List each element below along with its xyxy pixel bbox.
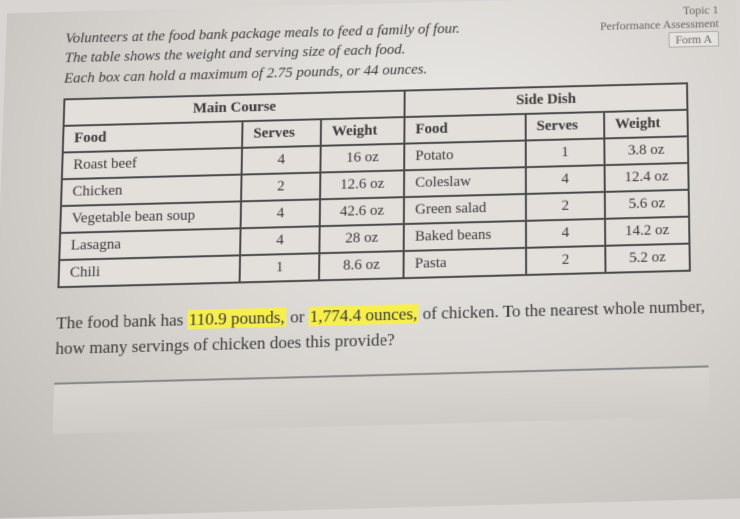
cell-food: Chili bbox=[58, 255, 240, 287]
cell-serves: 1 bbox=[526, 138, 605, 167]
highlight-ounces: 1,774.4 ounces, bbox=[309, 304, 419, 326]
cell-weight: 16 oz bbox=[320, 143, 404, 172]
cell-food: Coleslaw bbox=[404, 167, 526, 197]
answer-area bbox=[53, 365, 710, 434]
highlight-pounds: 110.9 pounds, bbox=[188, 307, 286, 329]
cell-weight: 12.6 oz bbox=[320, 170, 404, 199]
col-weight-main: Weight bbox=[321, 117, 405, 146]
cell-food: Pasta bbox=[404, 248, 526, 278]
worksheet-page: Topic 1 Performance Assessment Form A Vo… bbox=[0, 0, 740, 519]
cell-serves: 2 bbox=[526, 192, 605, 221]
cell-serves: 4 bbox=[242, 146, 321, 175]
intro-text: Volunteers at the food bank package meal… bbox=[64, 15, 619, 88]
question-text: The food bank has 110.9 pounds, or 1,774… bbox=[55, 293, 708, 362]
cell-weight: 5.2 oz bbox=[605, 243, 690, 272]
col-serves-main: Serves bbox=[242, 119, 321, 148]
question-pre: The food bank has bbox=[56, 310, 188, 333]
cell-serves: 2 bbox=[241, 172, 320, 201]
cell-weight: 8.6 oz bbox=[319, 251, 404, 280]
cell-food: Baked beans bbox=[404, 221, 526, 251]
question-mid: or bbox=[286, 307, 309, 327]
cell-serves: 4 bbox=[526, 165, 605, 194]
cell-weight: 14.2 oz bbox=[605, 216, 690, 245]
cell-food: Potato bbox=[404, 140, 525, 170]
meal-table: Main Course Side Dish Food Serves Weight… bbox=[57, 82, 690, 288]
col-weight-side: Weight bbox=[604, 109, 688, 138]
col-food-side: Food bbox=[404, 114, 525, 144]
cell-weight: 28 oz bbox=[319, 224, 404, 253]
cell-food: Green salad bbox=[404, 194, 526, 224]
page-corner-labels: Topic 1 Performance Assessment Form A bbox=[600, 3, 719, 50]
corner-form-tab: Form A bbox=[668, 31, 719, 48]
cell-weight: 12.4 oz bbox=[604, 163, 688, 192]
cell-weight: 42.6 oz bbox=[320, 197, 404, 226]
cell-weight: 5.6 oz bbox=[605, 189, 689, 218]
cell-serves: 4 bbox=[241, 199, 320, 228]
cell-serves: 1 bbox=[240, 253, 320, 282]
cell-weight: 3.8 oz bbox=[604, 136, 688, 165]
cell-serves: 2 bbox=[526, 246, 605, 275]
cell-serves: 4 bbox=[240, 226, 320, 255]
cell-serves: 4 bbox=[526, 219, 605, 248]
col-serves-side: Serves bbox=[526, 112, 605, 141]
